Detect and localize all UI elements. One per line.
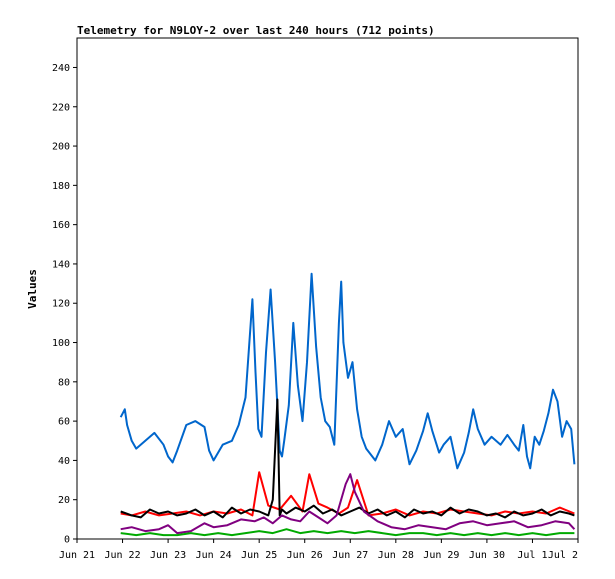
x-tick-label: Jun 28 xyxy=(378,550,414,561)
series-line-4 xyxy=(120,473,576,535)
x-tick-label: Jul 1 xyxy=(517,550,547,561)
series-line-3 xyxy=(120,398,575,519)
y-tick-label: 240 xyxy=(52,63,70,74)
y-tick-label: 60 xyxy=(58,417,70,428)
y-tick-label: 140 xyxy=(52,259,70,270)
y-tick-label: 20 xyxy=(58,495,70,506)
axis-layer: 0 20 40 60 80 100 120 140 160 180 200 220 240 Jun 21 J… xyxy=(52,63,579,561)
y-tick-label: 200 xyxy=(52,142,70,153)
plot-frame xyxy=(76,37,579,540)
x-tick-label: Jun 21 xyxy=(59,550,95,561)
y-tick-label: 80 xyxy=(58,377,70,388)
y-tick-label: 160 xyxy=(52,220,70,231)
series-line-1 xyxy=(119,272,576,470)
x-tick-label: Jun 22 xyxy=(104,550,140,561)
y-tick-label: 120 xyxy=(52,299,70,310)
y-tick-label: 100 xyxy=(52,338,70,349)
x-tick-label: Jul 2 xyxy=(548,550,578,561)
y-tick-label: 0 xyxy=(64,535,70,546)
series-line-5 xyxy=(120,528,575,537)
y-axis-label: Values xyxy=(26,269,39,309)
x-tick-label: Jun 29 xyxy=(423,550,459,561)
x-tick-label: Jun 24 xyxy=(196,550,232,561)
x-tick-label: Jun 26 xyxy=(287,550,323,561)
x-tick-label: Jun 30 xyxy=(469,550,505,561)
series-layer xyxy=(119,272,576,537)
x-tick-label: Jun 25 xyxy=(241,550,277,561)
y-tick-label: 40 xyxy=(58,456,70,467)
chart-title: Telemetry for N9LOY-2 over last 240 hour… xyxy=(77,24,435,37)
x-tick-label: Jun 23 xyxy=(150,550,186,561)
x-tick-label: Jun 27 xyxy=(332,550,368,561)
y-tick-label: 220 xyxy=(52,102,70,113)
y-tick-label: 180 xyxy=(52,181,70,192)
